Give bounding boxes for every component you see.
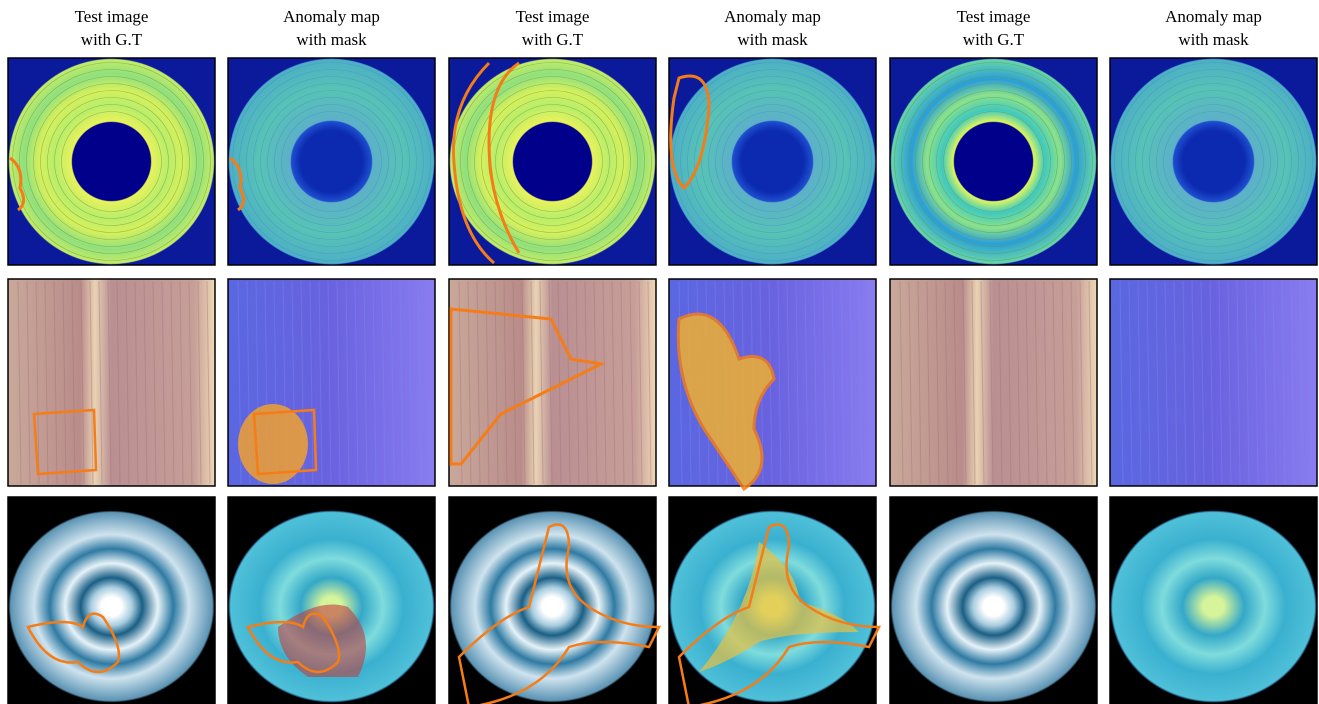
ring-disk (1111, 59, 1317, 265)
ring-disk (229, 59, 435, 265)
column-title: Test image (75, 7, 149, 26)
ring-disk (450, 59, 656, 265)
column-subtitle: with G.T (963, 30, 1025, 49)
agate-slice (1111, 511, 1317, 703)
column-title: Test image (957, 7, 1031, 26)
column-subtitle: with G.T (522, 30, 584, 49)
figure: Test image with G.T Anomaly map with mask Te… (0, 0, 1319, 704)
column-title: Anomaly map (1165, 7, 1262, 26)
agate-slice (9, 511, 215, 703)
ring-disk (891, 59, 1097, 265)
agate-slice (891, 511, 1097, 703)
column-title: Anomaly map (283, 7, 380, 26)
column-subtitle: with mask (296, 30, 367, 49)
ring-disk (9, 59, 215, 265)
column-title: Test image (516, 7, 590, 26)
agate-slice (450, 511, 656, 703)
column-subtitle: with mask (1178, 30, 1249, 49)
column-subtitle: with mask (737, 30, 808, 49)
column-subtitle: with G.T (81, 30, 143, 49)
column-title: Anomaly map (724, 7, 821, 26)
